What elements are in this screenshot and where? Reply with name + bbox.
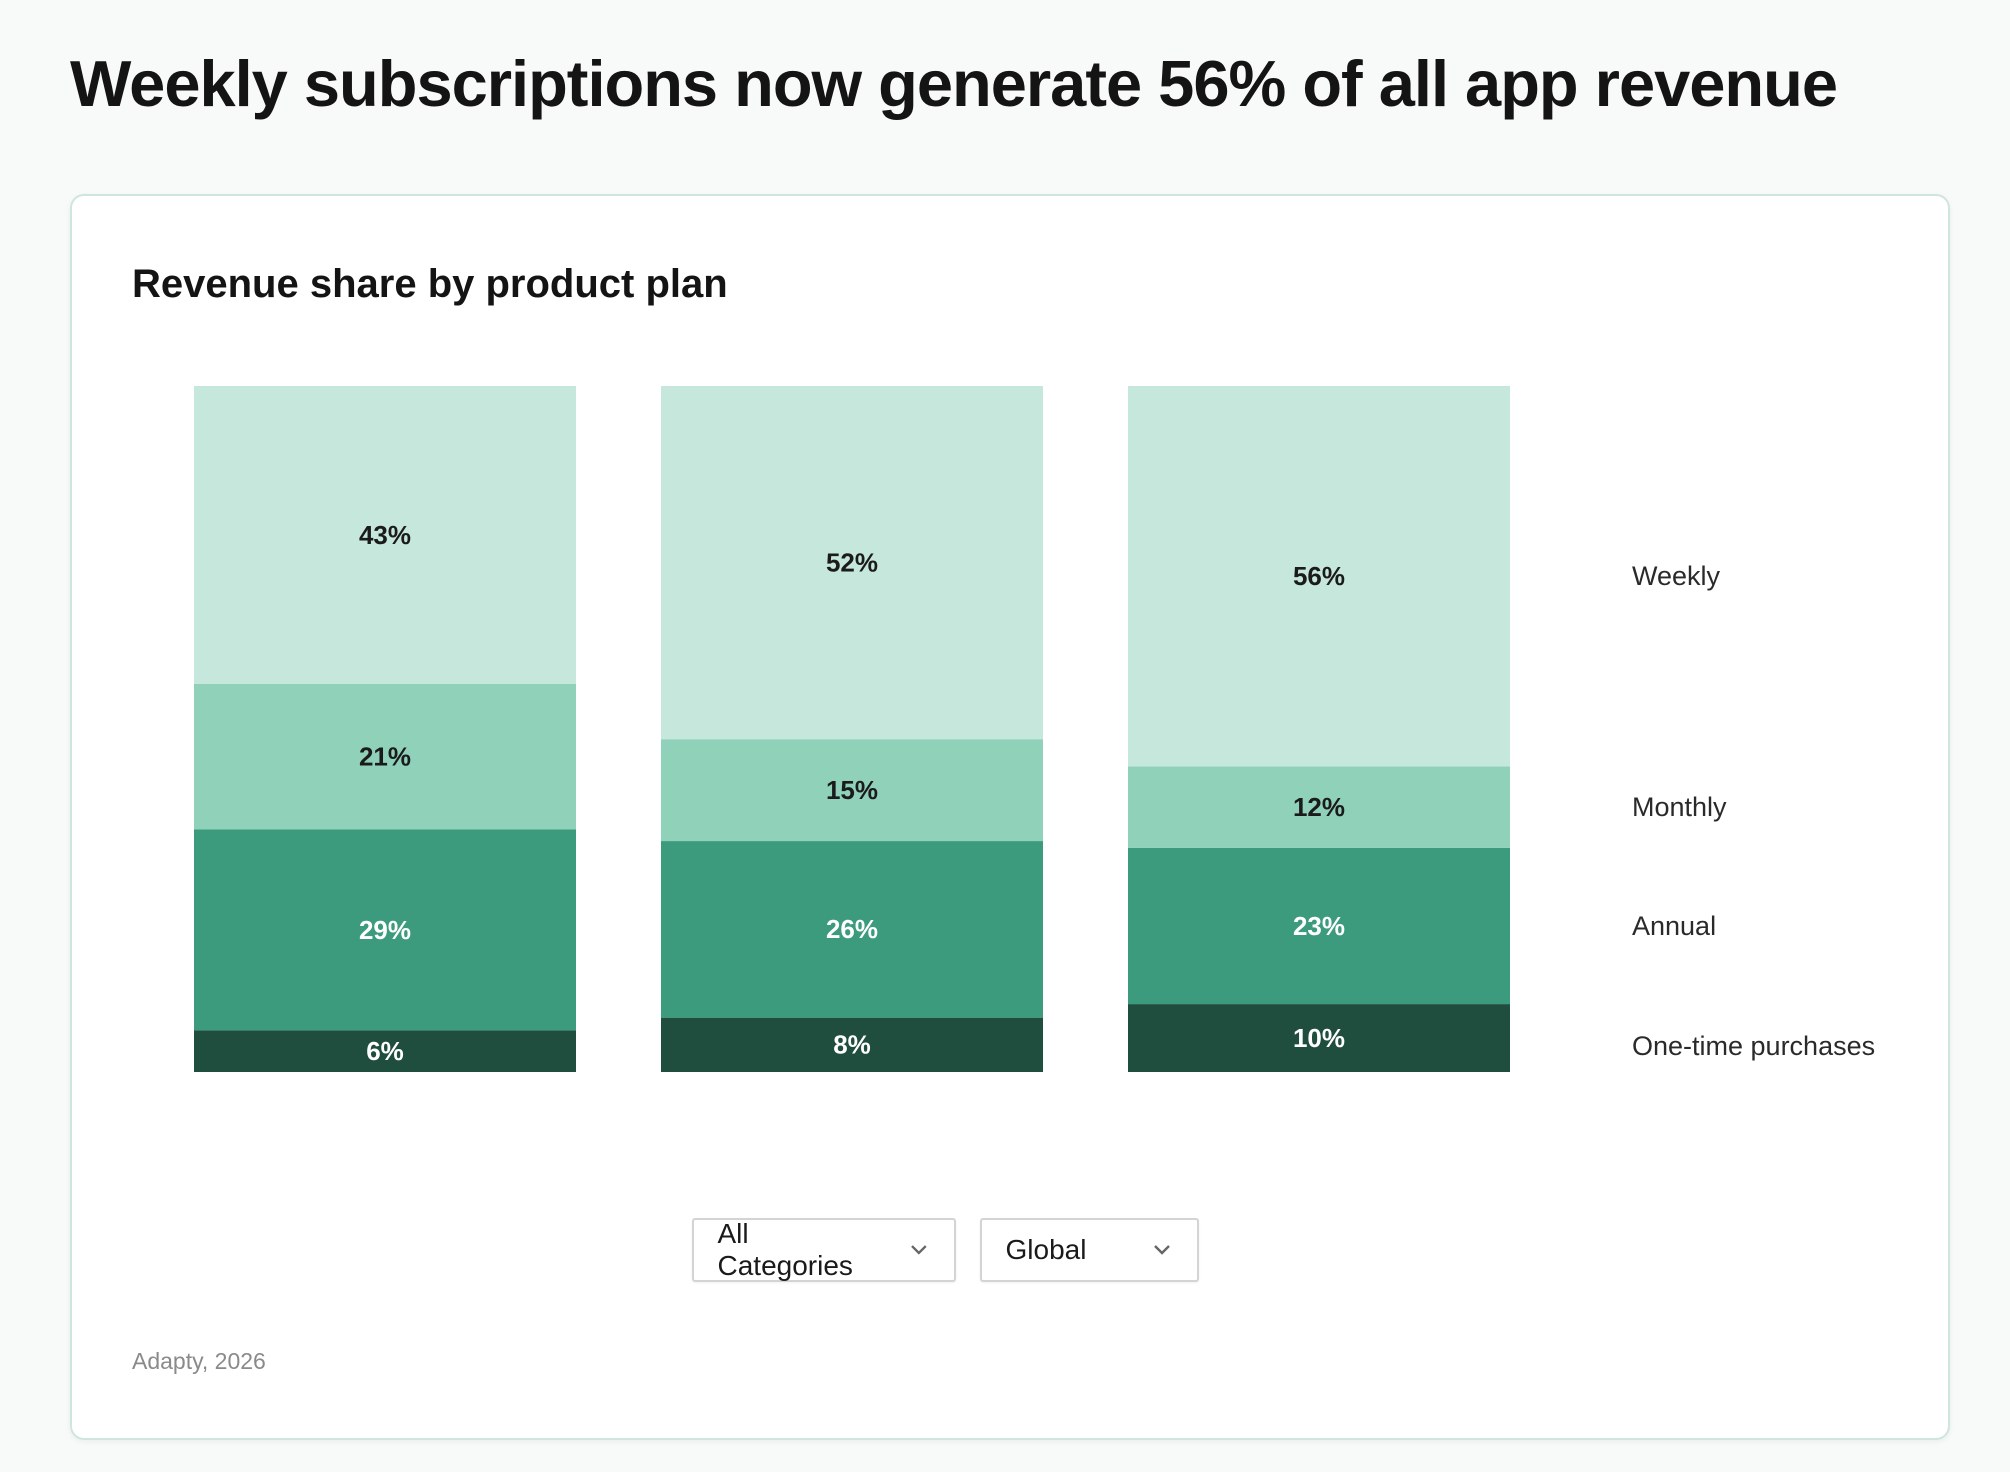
chevron-down-icon: [1153, 1245, 1170, 1255]
data-label-weekly-2024: 52%: [826, 547, 878, 577]
bar-segment-one_time-2023: [194, 1030, 576, 1072]
legend-label-one_time: One-time purchases: [1632, 1031, 1875, 1061]
bar-segment-monthly-2024: [661, 739, 1043, 842]
bar-segment-annual-2024: [661, 841, 1043, 1018]
source-note: Adapty, 2026: [132, 1348, 266, 1374]
chevron-down-icon: [910, 1245, 927, 1255]
bar-segment-annual-2023: [194, 829, 576, 1031]
data-label-annual-2024: 26%: [826, 914, 878, 944]
bar-segment-weekly-2024: [661, 386, 1043, 740]
region-dropdown-value: Global: [1005, 1234, 1087, 1265]
chart-title: Revenue share by product plan: [132, 262, 728, 306]
data-label-weekly-2025: 56%: [1293, 561, 1345, 591]
category-dropdown-value: All Categories: [717, 1218, 853, 1281]
filter-controls: All Categories Global: [72, 1218, 1948, 1282]
data-label-one_time-2023: 6%: [366, 1036, 404, 1066]
data-label-monthly-2025: 12%: [1293, 792, 1345, 822]
legend-label-annual: Annual: [1632, 911, 1716, 941]
data-label-monthly-2023: 21%: [359, 742, 411, 772]
data-label-monthly-2024: 15%: [826, 775, 878, 805]
bar-segment-annual-2025: [1128, 847, 1510, 1005]
category-dropdown[interactable]: All Categories: [691, 1218, 956, 1282]
bar-segment-weekly-2025: [1128, 386, 1510, 767]
region-dropdown[interactable]: Global: [979, 1218, 1199, 1282]
data-label-one_time-2024: 8%: [833, 1030, 871, 1060]
page-headline: Weekly subscriptions now generate 56% of…: [70, 47, 1838, 120]
bar-segment-monthly-2023: [194, 683, 576, 830]
data-label-annual-2023: 29%: [359, 915, 411, 945]
bar-segment-one_time-2025: [1128, 1004, 1510, 1072]
stacked-bar-chart: 6%29%21%43%20238%26%15%52%202410%23%12%5…: [194, 386, 1875, 1072]
bar-segment-monthly-2025: [1128, 766, 1510, 848]
bar-segment-weekly-2023: [194, 386, 576, 684]
legend-label-weekly: Weekly: [1632, 561, 1721, 591]
data-label-one_time-2025: 10%: [1293, 1023, 1345, 1053]
data-label-annual-2025: 23%: [1293, 911, 1345, 941]
data-label-weekly-2023: 43%: [359, 520, 411, 550]
bar-segment-one_time-2024: [661, 1017, 1043, 1072]
chart-card: Revenue share by product plan 6% 29% 21% 43…: [70, 194, 1950, 1440]
legend-label-monthly: Monthly: [1632, 792, 1727, 822]
